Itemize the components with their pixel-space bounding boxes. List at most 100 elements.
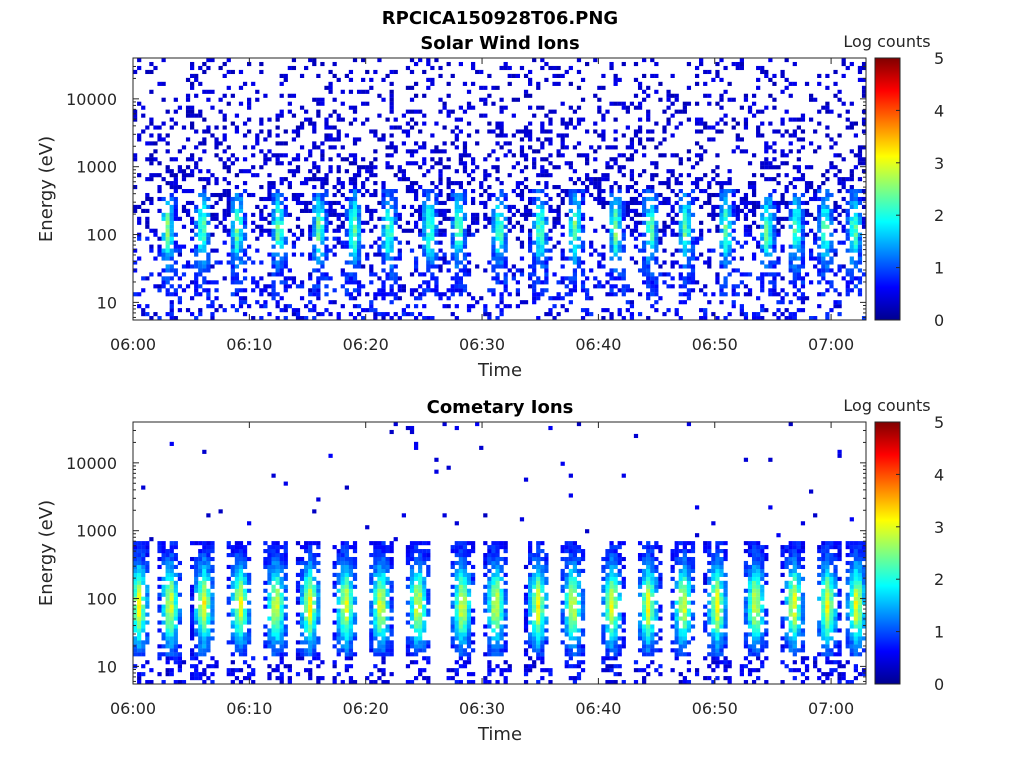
heatmap-cell [576, 200, 582, 206]
heatmap-cell [430, 256, 435, 261]
heatmap-cell [361, 284, 366, 289]
heatmap-cell [238, 620, 244, 625]
heatmap-cell [373, 272, 378, 277]
heatmap-cell [446, 304, 451, 309]
heatmap-cell [580, 280, 586, 285]
heatmap-cell [169, 564, 174, 570]
heatmap-cell [259, 276, 264, 281]
heatmap-cell [821, 256, 826, 261]
heatmap-cell [190, 612, 195, 617]
heatmap-cell [299, 125, 305, 130]
heatmap-cell [153, 232, 158, 237]
heatmap-cell [678, 208, 683, 213]
heatmap-cell [532, 268, 537, 273]
heatmap-cell [267, 636, 272, 641]
heatmap-cell [572, 280, 578, 285]
heatmap-cell [654, 228, 659, 233]
heatmap-cell [165, 232, 170, 237]
heatmap-cell [198, 604, 203, 609]
heatmap-cell [523, 73, 529, 78]
heatmap-cell [308, 636, 313, 641]
heatmap-cell [621, 284, 626, 289]
heatmap-cell [483, 189, 488, 194]
heatmap-cell [499, 252, 504, 257]
heatmap-cell [242, 121, 248, 126]
heatmap-cell [361, 77, 366, 82]
heatmap-cell [291, 196, 297, 202]
heatmap-cell [198, 216, 203, 221]
heatmap-cell [694, 196, 700, 202]
heatmap-cell [536, 220, 541, 225]
heatmap-cell [226, 232, 231, 237]
heatmap-cell [389, 81, 394, 86]
heatmap-cell [267, 632, 272, 637]
heatmap-cell [409, 228, 415, 233]
heatmap-cell [263, 93, 268, 98]
heatmap-cell [344, 244, 349, 249]
heatmap-cell [190, 125, 195, 130]
heatmap-cell [279, 616, 284, 621]
heatmap-cell [149, 117, 154, 122]
heatmap-cell [401, 288, 406, 293]
heatmap-cell [861, 129, 867, 134]
heatmap-cell [340, 224, 345, 229]
heatmap-cell [528, 248, 533, 253]
heatmap-cell [271, 153, 276, 158]
heatmap-cell [849, 200, 854, 206]
heatmap-cell [218, 65, 223, 71]
heatmap-cell [344, 632, 349, 637]
heatmap-cell [532, 272, 537, 277]
heatmap-cell [556, 216, 561, 221]
heatmap-cell [377, 648, 382, 653]
heatmap-cell [438, 268, 443, 273]
heatmap-cell [157, 656, 162, 661]
heatmap-cell [165, 165, 170, 170]
heatmap-cell [344, 216, 349, 221]
heatmap-cell [621, 288, 626, 293]
heatmap-cell [597, 145, 602, 150]
heatmap-cell [450, 244, 455, 249]
heatmap-cell [536, 85, 541, 90]
heatmap-cell [760, 216, 765, 221]
heatmap-cell [523, 212, 529, 217]
heatmap-cell [682, 284, 687, 289]
heatmap-cell [642, 272, 647, 277]
heatmap-cell [267, 292, 272, 297]
heatmap-cell [202, 129, 207, 134]
heatmap-cell [747, 288, 753, 293]
heatmap-cell [637, 220, 643, 225]
heatmap-cell [751, 173, 757, 178]
heatmap-cell [165, 568, 170, 573]
heatmap-cell [202, 268, 207, 273]
heatmap-cell [825, 252, 830, 257]
heatmap-cell [247, 541, 252, 546]
heatmap-cell [393, 204, 398, 209]
heatmap-cell [585, 161, 590, 166]
heatmap-cell [841, 73, 846, 78]
heatmap-cell [320, 101, 325, 106]
heatmap-cell [450, 141, 455, 146]
heatmap-cell [475, 220, 480, 225]
heatmap-cell [772, 232, 777, 237]
heatmap-cell [165, 149, 170, 154]
heatmap-cell [169, 268, 174, 273]
heatmap-cell [344, 292, 349, 297]
heatmap-cell [177, 300, 183, 305]
heatmap-cell [344, 616, 349, 621]
heatmap-cell [169, 656, 174, 661]
heatmap-cell [308, 276, 313, 281]
heatmap-cell [356, 304, 362, 309]
heatmap-cell [238, 612, 244, 617]
heatmap-cell [760, 161, 765, 166]
heatmap-cell [772, 264, 777, 269]
heatmap-cell [772, 236, 777, 241]
heatmap-cell [817, 145, 822, 150]
heatmap-cell [275, 192, 280, 198]
heatmap-cell [283, 240, 288, 245]
heatmap-cell [283, 612, 288, 617]
heatmap-cell [458, 292, 463, 297]
heatmap-cell [609, 204, 614, 209]
heatmap-cell [344, 545, 349, 550]
heatmap-cell [389, 264, 394, 269]
heatmap-cell [552, 272, 557, 277]
